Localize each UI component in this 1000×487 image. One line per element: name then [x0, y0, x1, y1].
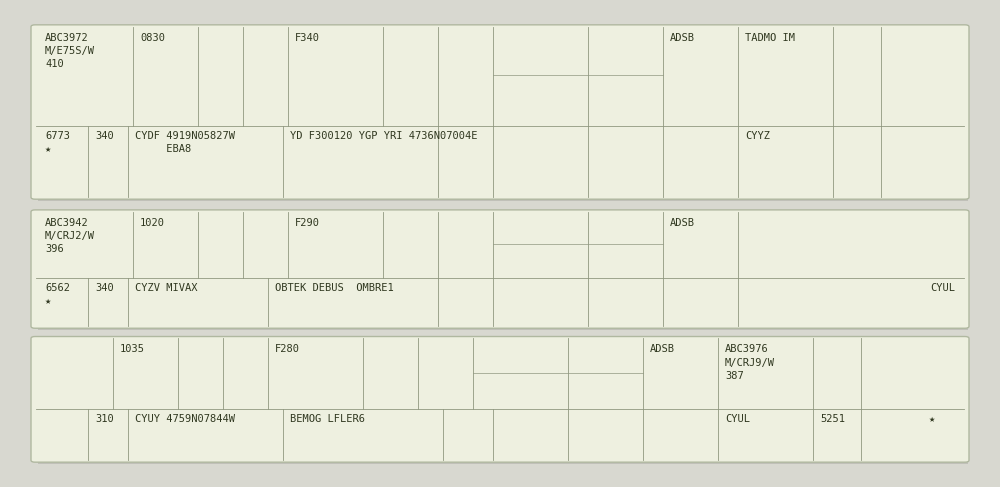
Text: CYZV MIVAX: CYZV MIVAX — [135, 283, 198, 293]
Text: 0830: 0830 — [140, 33, 165, 43]
Text: ADSB: ADSB — [650, 344, 675, 355]
Text: CYYZ: CYYZ — [745, 131, 770, 141]
Text: ADSB: ADSB — [670, 218, 695, 228]
Text: 1020: 1020 — [140, 218, 165, 228]
Text: CYUY 4759N07844W: CYUY 4759N07844W — [135, 414, 235, 424]
Text: ABC3972
M/E75S/W
410: ABC3972 M/E75S/W 410 — [45, 33, 95, 69]
Text: 6773
★: 6773 ★ — [45, 131, 70, 154]
Text: CYDF 4919N05827W
     EBA8: CYDF 4919N05827W EBA8 — [135, 131, 235, 154]
FancyBboxPatch shape — [31, 25, 969, 199]
Text: ABC3942
M/CRJ2/W
396: ABC3942 M/CRJ2/W 396 — [45, 218, 95, 254]
Text: 6562
★: 6562 ★ — [45, 283, 70, 306]
Text: 340: 340 — [95, 283, 114, 293]
Text: CYUL: CYUL — [930, 283, 955, 293]
Text: CYUL: CYUL — [725, 414, 750, 424]
Text: 340: 340 — [95, 131, 114, 141]
Text: F290: F290 — [295, 218, 320, 228]
Text: ADSB: ADSB — [670, 33, 695, 43]
Text: 310: 310 — [95, 414, 114, 424]
Text: BEMOG LFLER6: BEMOG LFLER6 — [290, 414, 365, 424]
Text: 5251: 5251 — [820, 414, 845, 424]
Text: ★: ★ — [929, 414, 935, 424]
Bar — [38, 342, 968, 464]
Text: YD F300120 YGP YRI 4736N07004E: YD F300120 YGP YRI 4736N07004E — [290, 131, 478, 141]
FancyBboxPatch shape — [31, 210, 969, 328]
Bar — [38, 31, 968, 201]
FancyBboxPatch shape — [31, 337, 969, 462]
Text: F280: F280 — [275, 344, 300, 355]
Text: TADMO IM: TADMO IM — [745, 33, 795, 43]
Text: OBTEK DEBUS  OMBRE1: OBTEK DEBUS OMBRE1 — [275, 283, 394, 293]
Text: F340: F340 — [295, 33, 320, 43]
Text: ABC3976
M/CRJ9/W
387: ABC3976 M/CRJ9/W 387 — [725, 344, 775, 381]
Text: 1035: 1035 — [120, 344, 145, 355]
Bar — [38, 216, 968, 330]
